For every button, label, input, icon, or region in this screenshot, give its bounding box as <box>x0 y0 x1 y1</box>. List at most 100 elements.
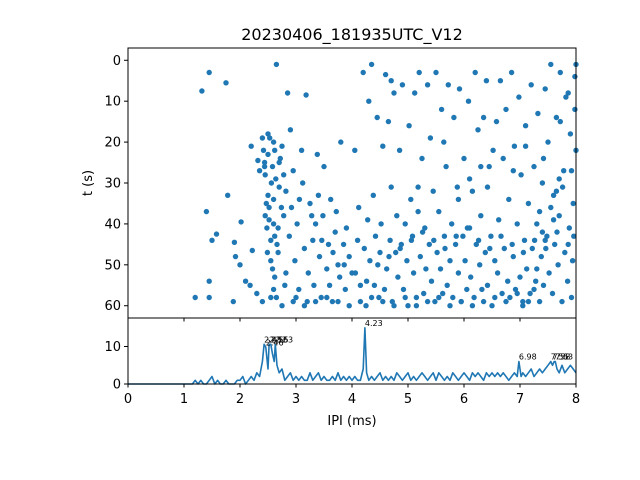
scatter-point <box>402 221 408 227</box>
scatter-point <box>509 241 515 248</box>
scatter-point <box>469 188 476 194</box>
scatter-point <box>357 298 364 305</box>
scatter-point <box>440 290 446 297</box>
histogram-x-tick-label: 7 <box>516 392 524 407</box>
scatter-point <box>301 245 308 252</box>
scatter-point <box>368 61 375 68</box>
scatter-point <box>568 168 575 174</box>
scatter-y-axis: 0 10 20 30 40 50 60 <box>104 54 128 314</box>
scatter-point <box>230 298 236 305</box>
scatter-point <box>281 213 287 219</box>
scatter-point <box>437 266 444 272</box>
scatter-point <box>363 303 369 309</box>
scatter-point <box>572 73 578 80</box>
scatter-point <box>264 249 271 256</box>
scatter-point <box>315 192 322 198</box>
scatter-y-tick-label: 20 <box>104 136 121 151</box>
scatter-point <box>525 200 532 207</box>
scatter-point <box>484 184 491 190</box>
scatter-point <box>203 208 210 215</box>
scatter-point <box>451 114 457 121</box>
scatter-point <box>501 245 507 252</box>
scatter-point <box>192 294 198 301</box>
peak-label: 2.43 <box>264 335 282 344</box>
scatter-point <box>484 282 491 288</box>
scatter-point <box>283 270 289 276</box>
scatter-point <box>307 200 313 207</box>
scatter-point <box>376 294 382 301</box>
scatter-point <box>206 278 212 284</box>
scatter-point <box>402 294 408 301</box>
scatter-point <box>512 286 519 293</box>
scatter-point <box>292 258 298 264</box>
scatter-point <box>342 286 348 293</box>
scatter-point <box>550 192 557 198</box>
scatter-point <box>413 303 420 309</box>
scatter-point <box>533 278 539 284</box>
histogram-peak-labels: 2.432.462.522.552.63 4.23 6.98 7.557.587.63 <box>264 319 573 362</box>
scatter-point <box>462 258 468 264</box>
histogram-x-tick-label: 6 <box>460 392 468 407</box>
scatter-point <box>452 241 459 248</box>
scatter-point <box>320 213 326 219</box>
scatter-point <box>330 249 336 256</box>
scatter-point <box>473 241 479 248</box>
scatter-point <box>335 262 341 268</box>
scatter-point <box>397 245 403 252</box>
scatter-point <box>453 233 459 239</box>
scatter-point <box>368 294 375 301</box>
scatter-point <box>413 294 420 301</box>
scatter-point <box>520 303 526 309</box>
scatter-point <box>427 135 434 141</box>
scatter-point <box>321 163 327 170</box>
scatter-point <box>319 237 325 243</box>
scatter-point <box>424 82 431 88</box>
scatter-point <box>388 78 394 84</box>
scatter-point <box>381 286 388 293</box>
scatter-point <box>268 258 274 264</box>
scatter-point <box>543 245 549 252</box>
scatter-point <box>284 90 291 96</box>
scatter-point <box>477 262 483 268</box>
scatter-point <box>510 168 516 174</box>
peak-label: 7.55 <box>551 353 569 362</box>
scatter-point <box>445 82 451 88</box>
scatter-point <box>557 118 563 125</box>
scatter-point <box>276 184 282 190</box>
scatter-point <box>237 262 243 268</box>
scatter-point <box>458 298 464 305</box>
scatter-point <box>443 163 449 170</box>
scatter-point <box>274 241 280 248</box>
scatter-point <box>199 88 205 94</box>
scatter-point <box>488 233 494 239</box>
scatter-point <box>296 196 303 203</box>
scatter-point <box>548 61 554 68</box>
scatter-y-tick-label: 40 <box>104 217 121 232</box>
scatter-point <box>539 229 546 235</box>
scatter-point <box>206 294 212 301</box>
scatter-point <box>273 176 279 182</box>
scatter-point <box>493 118 500 125</box>
scatter-point <box>352 147 358 153</box>
scatter-point <box>281 172 287 178</box>
scatter-point <box>421 290 427 297</box>
scatter-point <box>531 286 537 293</box>
scatter-point <box>404 258 410 264</box>
scatter-point <box>393 249 399 256</box>
scatter-point <box>283 188 289 194</box>
scatter-point <box>423 266 429 272</box>
scatter-point <box>436 294 442 301</box>
scatter-point <box>536 298 543 305</box>
scatter-point <box>408 196 414 203</box>
scatter-point <box>415 184 421 190</box>
scatter-point <box>566 225 572 231</box>
scatter-point <box>326 282 333 288</box>
scatter-point <box>479 286 485 293</box>
scatter-point <box>324 294 330 301</box>
scatter-point <box>279 303 285 309</box>
scatter-point <box>290 168 296 174</box>
scatter-point <box>286 233 292 239</box>
scatter-point <box>304 298 310 305</box>
scatter-point <box>472 69 478 76</box>
